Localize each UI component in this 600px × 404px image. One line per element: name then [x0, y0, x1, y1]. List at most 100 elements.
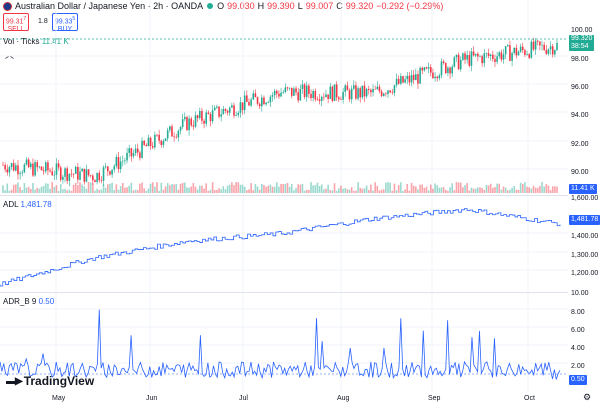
volume-bar	[77, 184, 79, 193]
candle	[299, 88, 302, 101]
candle	[243, 95, 246, 111]
volume-bar	[248, 189, 250, 193]
candle	[51, 171, 53, 176]
candle	[132, 153, 135, 157]
volume-bar	[250, 183, 252, 193]
adr-legend[interactable]: ADR_B 9 0.50	[3, 297, 54, 306]
volume-bar	[280, 183, 282, 193]
sell-button[interactable]: 99.317 SELL	[3, 13, 29, 33]
volume-bar	[121, 182, 124, 193]
pane-separator[interactable]	[0, 292, 568, 293]
volume-series	[2, 182, 558, 193]
volume-bar	[6, 183, 9, 193]
volume-legend[interactable]: Vol · Ticks 11.41 K	[3, 37, 69, 46]
ohlc-close-value: 99.320	[345, 1, 374, 11]
candle	[147, 137, 150, 147]
volume-bar	[451, 183, 453, 193]
volume-bar	[74, 183, 77, 193]
volume-bar	[278, 186, 280, 193]
volume-bar	[224, 189, 227, 193]
settings-gear-icon[interactable]: ⚙	[583, 392, 592, 402]
candle	[64, 168, 66, 177]
candle	[156, 134, 158, 136]
adl-legend[interactable]: ADL 1,481.78	[3, 200, 52, 209]
candle	[186, 116, 188, 131]
logo-text: TradingView	[23, 374, 95, 388]
volume-bar	[468, 190, 471, 193]
buy-button[interactable]: 99.335 BUY	[52, 13, 78, 33]
tradingview-logo[interactable]: ▬▶ TradingView	[6, 374, 94, 388]
candle	[19, 173, 21, 175]
volume-bar	[261, 183, 263, 193]
candle	[515, 47, 518, 56]
candle	[34, 162, 36, 176]
volume-bar	[417, 189, 419, 193]
volume-bar	[231, 182, 233, 193]
volume-bar	[340, 185, 342, 193]
volume-bar	[57, 190, 60, 193]
volume-bar	[107, 184, 109, 193]
candle	[181, 119, 184, 128]
candle	[528, 54, 530, 58]
volume-bar	[395, 190, 398, 193]
candle	[524, 50, 526, 55]
adl-label: ADL	[3, 200, 19, 209]
candle	[209, 114, 212, 122]
volume-bar	[149, 183, 152, 193]
volume-bar	[102, 184, 105, 193]
volume-bar	[335, 190, 338, 193]
volume-bar	[355, 190, 357, 193]
volume-bar	[40, 186, 43, 193]
volume-bar	[393, 183, 396, 193]
candle	[459, 59, 462, 70]
candle	[149, 137, 152, 147]
volume-bar	[27, 186, 30, 193]
candle	[226, 110, 229, 113]
pane-separator[interactable]	[0, 195, 568, 196]
candle	[389, 90, 391, 93]
volume-bar	[104, 187, 107, 193]
candle	[333, 84, 336, 101]
candle	[134, 148, 137, 154]
candle	[350, 88, 353, 100]
volume-bar	[151, 182, 154, 193]
candle	[228, 107, 231, 113]
candle	[323, 96, 325, 98]
symbol-title[interactable]: Australian Dollar / Japanese Yen · 2h · …	[15, 1, 204, 11]
candle	[509, 45, 511, 61]
candle	[220, 114, 222, 117]
candle	[117, 157, 120, 170]
volume-bar	[387, 182, 389, 193]
volume-bar	[305, 189, 308, 193]
volume-bar	[483, 189, 486, 193]
volume-bar	[536, 187, 539, 193]
candle	[370, 89, 372, 93]
candle	[94, 180, 96, 183]
collapse-chevron-icon[interactable]: ︿	[5, 50, 15, 60]
volume-bar	[547, 185, 550, 193]
candle	[83, 168, 86, 182]
volume-bar	[55, 185, 58, 193]
volume-bar	[410, 182, 413, 193]
volume-bar	[361, 188, 364, 193]
candle	[254, 93, 257, 98]
volume-bar	[220, 189, 222, 193]
volume-bar	[470, 187, 473, 193]
volume-bar	[457, 182, 460, 193]
volume-bar	[412, 185, 415, 193]
volume-bar	[53, 186, 56, 193]
volume-bar	[275, 182, 278, 193]
candle	[549, 46, 552, 50]
candle	[96, 172, 98, 183]
volume-bar	[359, 187, 362, 193]
volume-bar	[162, 189, 165, 193]
candle	[551, 46, 554, 55]
candle	[543, 44, 545, 51]
adr-value: 0.50	[38, 297, 55, 306]
volume-bar	[171, 184, 173, 193]
volume-bar	[327, 184, 329, 193]
candle	[57, 163, 60, 168]
volume-bar	[44, 183, 47, 193]
current-price: 99.320	[571, 35, 593, 42]
